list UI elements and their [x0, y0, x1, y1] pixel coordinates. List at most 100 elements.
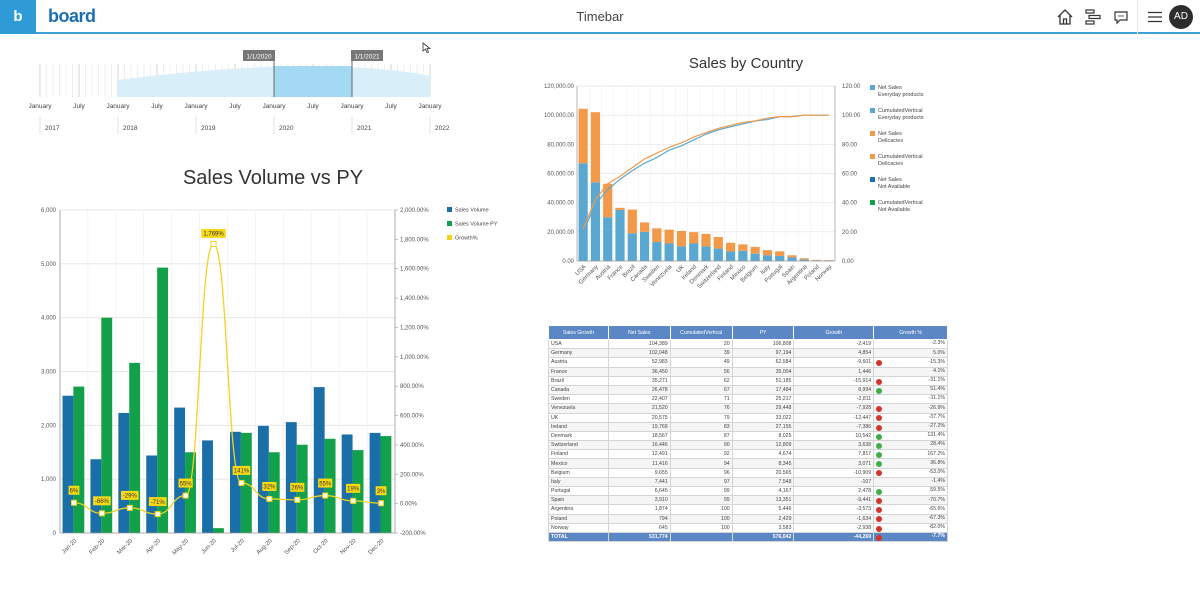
sales-volume-bar[interactable]: [174, 407, 186, 533]
net-sales-everyday-bar[interactable]: [775, 255, 785, 261]
table-row[interactable]: Mexico 11,416 94 8,345 3,071 36.8%: [548, 458, 948, 469]
growth-point[interactable]: [294, 496, 301, 503]
net-sales-everyday-bar[interactable]: [787, 257, 797, 261]
net-sales-everyday-bar[interactable]: [590, 182, 601, 261]
growth-point[interactable]: [350, 497, 357, 504]
sales-volume-bar[interactable]: [202, 440, 213, 533]
table-row[interactable]: Canada 26,478 67 17,484 8,994 51.4%: [548, 384, 948, 396]
net-sales-everyday-bar[interactable]: [738, 250, 748, 261]
net-sales-delicacies-bar[interactable]: [639, 222, 650, 232]
sales-volume-bar[interactable]: [118, 412, 130, 533]
table-total-row[interactable]: TOTAL 531,774 576,042 -44,269 -7.7%: [548, 531, 948, 543]
sales-volume-bar[interactable]: [285, 422, 297, 533]
net-sales-delicacies-bar[interactable]: [799, 258, 809, 260]
table-row[interactable]: Austria 52,983 49 62,584 -9,601 -15.3%: [548, 357, 948, 368]
table-row[interactable]: Finland 12,491 92 4,674 7,817 167.2%: [548, 449, 948, 460]
table-row[interactable]: Poland 794 100 2,429 -1,634 -67.3%: [548, 513, 948, 524]
net-sales-delicacies-bar[interactable]: [725, 242, 736, 252]
home-icon[interactable]: [1055, 7, 1075, 27]
net-sales-everyday-bar[interactable]: [689, 243, 699, 262]
sales-volume-bar[interactable]: [341, 434, 353, 533]
table-row[interactable]: Brazil 35,271 62 51,185 -15,914 -31.1%: [548, 375, 948, 386]
table-row[interactable]: Denmark 18,567 87 8,025 10,542 131.4%: [548, 430, 948, 442]
net-sales-delicacies-bar[interactable]: [590, 112, 601, 183]
net-sales-delicacies-bar[interactable]: [689, 232, 699, 244]
menu-icon[interactable]: [1145, 7, 1165, 27]
net-sales-delicacies-bar[interactable]: [578, 108, 588, 164]
comment-icon[interactable]: [1111, 7, 1131, 27]
sales-volume-py-bar[interactable]: [129, 362, 141, 533]
sales-volume-py-bar[interactable]: [185, 452, 196, 533]
table-row[interactable]: UK 20,575 79 33,022 -12,447 -37.7%: [548, 412, 948, 423]
table-row[interactable]: Germany 102,048 39 97,194 4,854 5.0%: [548, 348, 948, 359]
net-sales-everyday-bar[interactable]: [676, 246, 687, 261]
sales-volume-py-bar[interactable]: [268, 452, 280, 533]
growth-point[interactable]: [98, 510, 105, 517]
net-sales-everyday-bar[interactable]: [652, 242, 662, 261]
table-row[interactable]: Sweden 22,407 71 25,217 -2,811 -11.1%: [548, 394, 948, 405]
net-sales-delicacies-bar[interactable]: [738, 244, 748, 251]
table-row[interactable]: Italy 7,441 97 7,548 -107 -1.4%: [548, 476, 948, 488]
growth-point[interactable]: [322, 492, 329, 499]
net-sales-everyday-bar[interactable]: [811, 260, 822, 261]
growth-point[interactable]: [210, 240, 217, 247]
growth-point[interactable]: [126, 504, 133, 511]
table-row[interactable]: Spain 3,910 99 13,351 -9,441 -70.7%: [548, 495, 948, 506]
net-sales-everyday-bar[interactable]: [578, 163, 588, 261]
net-sales-delicacies-bar[interactable]: [713, 237, 723, 249]
table-row[interactable]: Belgium 9,655 96 20,565 -10,909 -53.0%: [548, 467, 948, 478]
sales-volume-py-bar[interactable]: [212, 528, 224, 533]
sales-volume-bar[interactable]: [369, 432, 381, 533]
net-sales-everyday-bar[interactable]: [701, 246, 711, 261]
dataview-icon[interactable]: [1083, 7, 1103, 27]
table-row[interactable]: Portugal 6,645 99 4,167 2,478 59.5%: [548, 485, 948, 497]
net-sales-everyday-bar[interactable]: [603, 217, 613, 261]
board-logo-icon[interactable]: b: [0, 0, 36, 34]
sales-volume-py-bar[interactable]: [240, 432, 252, 533]
table-row[interactable]: USA 104,389 20 106,808 -2,419 -2.3%: [548, 338, 948, 350]
net-sales-everyday-bar[interactable]: [750, 253, 760, 261]
sales-volume-bar[interactable]: [146, 455, 158, 533]
net-sales-delicacies-bar[interactable]: [603, 183, 613, 218]
timebar[interactable]: 1/1/2020 1/1/2021 January July January July…: [0, 0, 520, 140]
net-sales-delicacies-bar[interactable]: [664, 229, 674, 244]
net-sales-delicacies-bar[interactable]: [676, 230, 687, 247]
net-sales-everyday-bar[interactable]: [762, 255, 773, 261]
table-row[interactable]: Argentina 1,874 100 5,446 -3,573 -65.6%: [548, 504, 948, 515]
net-sales-delicacies-bar[interactable]: [787, 255, 797, 258]
sales-volume-py-bar[interactable]: [157, 267, 169, 533]
growth-point[interactable]: [238, 479, 245, 486]
net-sales-delicacies-bar[interactable]: [615, 207, 625, 210]
sales-volume-bar[interactable]: [257, 425, 269, 533]
sales-volume-py-bar[interactable]: [73, 386, 85, 533]
sales-volume-bar[interactable]: [90, 459, 102, 533]
user-avatar[interactable]: AD: [1169, 5, 1193, 29]
growth-point[interactable]: [182, 492, 189, 499]
net-sales-everyday-bar[interactable]: [664, 243, 674, 262]
col-header-cumulated[interactable]: CumulatedVertical: [669, 325, 733, 340]
growth-point[interactable]: [378, 500, 385, 507]
col-header-sales-growth[interactable]: Sales Growth: [548, 325, 609, 340]
timebar-start-handle[interactable]: [243, 50, 275, 61]
growth-point[interactable]: [266, 495, 273, 502]
table-row[interactable]: Ireland 19,769 83 27,155 -7,386 -27.2%: [548, 421, 948, 432]
net-sales-everyday-bar[interactable]: [713, 248, 723, 261]
net-sales-everyday-bar[interactable]: [799, 259, 809, 261]
timebar-end-handle[interactable]: [351, 50, 383, 61]
net-sales-delicacies-bar[interactable]: [701, 233, 711, 247]
sales-volume-py-bar[interactable]: [380, 436, 392, 533]
table-row[interactable]: Switzerland 16,446 90 12,809 3,638 28.4%: [548, 440, 948, 451]
net-sales-everyday-bar[interactable]: [725, 251, 736, 261]
sales-volume-py-bar[interactable]: [101, 317, 113, 533]
timebar-selection[interactable]: [274, 66, 352, 97]
sales-volume-bar[interactable]: [62, 395, 74, 533]
table-row[interactable]: France 36,450 56 35,004 1,446 4.1%: [548, 366, 948, 377]
table-row[interactable]: Venezuela 21,520 76 29,448 -7,928 -26.9%: [548, 403, 948, 414]
growth-point[interactable]: [154, 511, 161, 518]
col-header-growth[interactable]: Growth: [793, 325, 875, 340]
net-sales-delicacies-bar[interactable]: [652, 228, 662, 243]
net-sales-delicacies-bar[interactable]: [775, 251, 785, 256]
net-sales-everyday-bar[interactable]: [639, 231, 650, 261]
net-sales-everyday-bar[interactable]: [627, 233, 637, 261]
col-header-net-sales[interactable]: Net Sales: [607, 325, 671, 340]
